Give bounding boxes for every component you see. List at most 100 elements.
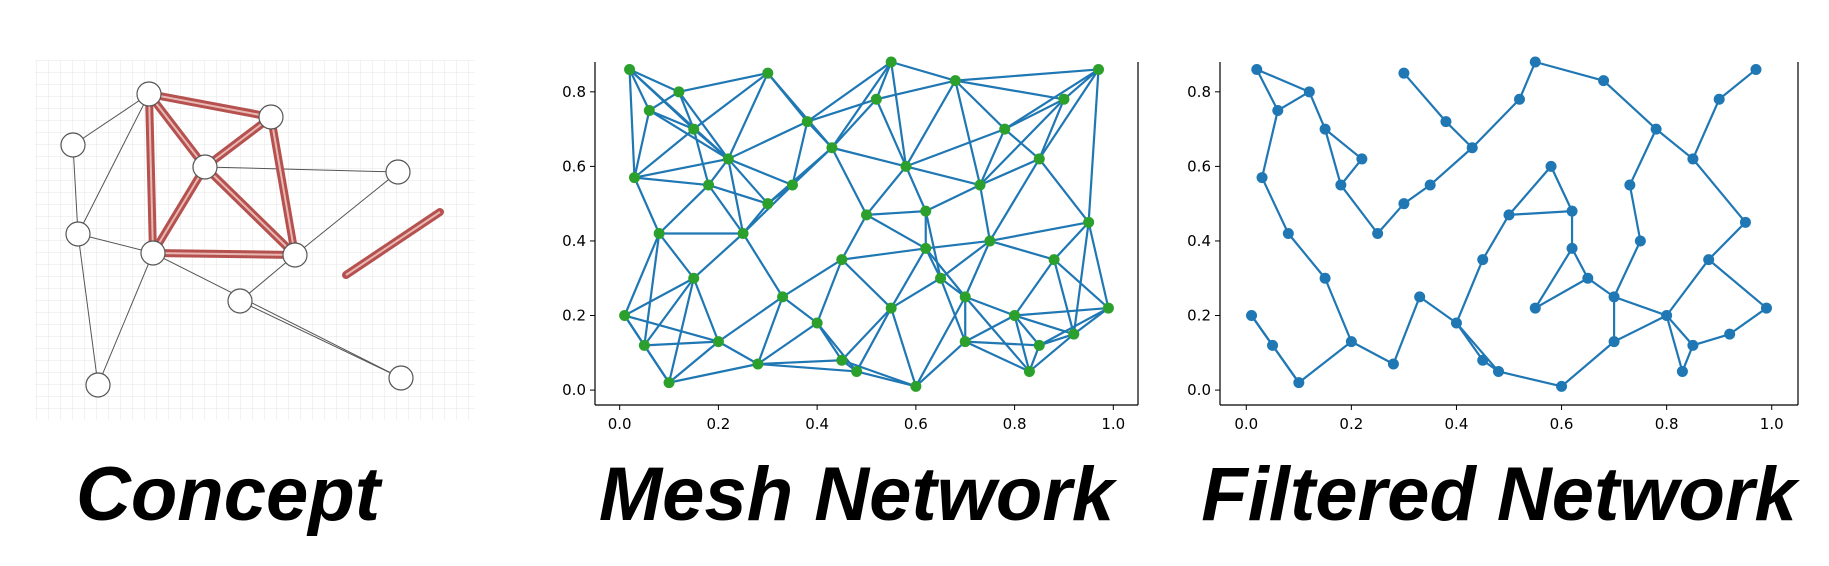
- edge: [1534, 60, 1604, 82]
- edge: [964, 340, 1030, 373]
- y-tick-label: 0.2: [562, 307, 586, 325]
- edge: [1324, 128, 1363, 160]
- edge: [866, 210, 926, 216]
- panel-title: Concept: [76, 452, 383, 537]
- node-point: [959, 291, 971, 303]
- edge: [1665, 315, 1684, 372]
- node-point: [643, 104, 655, 116]
- node-point: [1624, 179, 1636, 191]
- node-point: [1566, 205, 1578, 217]
- edge: [1038, 158, 1090, 223]
- edge: [1038, 68, 1100, 160]
- edge: [633, 110, 651, 178]
- edge: [1038, 307, 1109, 347]
- y-tick-label: 0.8: [1187, 83, 1211, 101]
- node-point: [1598, 75, 1610, 87]
- edge: [989, 221, 1089, 243]
- node-point: [1739, 216, 1751, 228]
- node-point: [1477, 354, 1489, 366]
- node-point: [1256, 172, 1268, 184]
- node-point: [1009, 310, 1021, 322]
- edge: [634, 157, 729, 179]
- edge: [964, 295, 1015, 317]
- nodes: [60, 81, 414, 398]
- edge: [954, 80, 982, 186]
- edge: [1053, 221, 1090, 261]
- edge: [876, 79, 956, 101]
- edge: [717, 340, 759, 365]
- node-point: [999, 123, 1011, 135]
- edge: [629, 68, 680, 93]
- node-point: [1750, 63, 1762, 75]
- edge: [806, 61, 892, 123]
- edge: [964, 240, 991, 298]
- edge: [623, 233, 661, 316]
- edge: [643, 233, 661, 346]
- node-point: [1102, 302, 1114, 314]
- edge: [841, 307, 892, 362]
- edges: [623, 60, 1110, 388]
- x-tick-label: 1.0: [1101, 415, 1125, 433]
- edge: [781, 296, 818, 324]
- edge: [648, 109, 695, 131]
- panel-title: Filtered Network: [1201, 452, 1800, 537]
- y-tick-label: 0.6: [1187, 157, 1211, 175]
- node-point: [624, 63, 636, 75]
- edge: [1665, 258, 1710, 317]
- edge: [1087, 222, 1110, 309]
- edge: [925, 239, 991, 250]
- edge: [831, 61, 893, 149]
- edge: [1628, 184, 1642, 242]
- edge: [633, 177, 661, 234]
- edge: [1063, 68, 1100, 101]
- edge: [1038, 98, 1065, 160]
- edge: [1350, 340, 1394, 365]
- edge: [890, 277, 942, 310]
- x-tick-label: 0.2: [706, 415, 730, 433]
- edge: [924, 210, 942, 279]
- edge: [717, 295, 784, 343]
- node-point: [1529, 302, 1541, 314]
- edge: [693, 128, 730, 160]
- edge: [1628, 128, 1658, 186]
- edge: [648, 90, 680, 112]
- node-point: [638, 339, 650, 351]
- edge: [964, 314, 1016, 343]
- network-plot: 0.0 0.2 0.4 0.6 0.8 1.0 0.0 0.2 0.4 0.6 0.8 Filtere…: [1187, 56, 1800, 537]
- edge: [1498, 370, 1562, 388]
- node-point: [752, 358, 764, 370]
- node-point: [1634, 235, 1646, 247]
- node-point: [619, 310, 631, 322]
- edge: [964, 296, 1031, 373]
- node-point: [1272, 104, 1284, 116]
- edge: [954, 79, 1006, 130]
- node-point: [1724, 328, 1736, 340]
- node-point: [1372, 228, 1384, 239]
- edge: [905, 128, 1006, 168]
- node-point: [851, 365, 863, 377]
- edge: [727, 158, 769, 205]
- edge: [668, 362, 759, 384]
- x-tick-label: 0.4: [805, 415, 829, 433]
- network-plot: 0.0 0.2 0.4 0.6 0.8 1.0 0.0 0.2 0.4 0.6 0.8 Mesh Ne…: [562, 56, 1139, 537]
- edge: [1298, 340, 1353, 384]
- edge: [1718, 68, 1757, 101]
- edge: [1014, 306, 1109, 317]
- node-point: [737, 228, 749, 239]
- edge: [988, 158, 1041, 242]
- edge: [648, 109, 729, 160]
- edge: [979, 98, 1065, 186]
- node-point: [653, 228, 665, 239]
- edge: [1655, 128, 1694, 160]
- edge: [865, 213, 927, 250]
- edge: [693, 72, 769, 130]
- edge: [890, 60, 956, 82]
- edge: [1261, 177, 1290, 234]
- edge: [1471, 98, 1521, 149]
- edge: [1508, 165, 1552, 216]
- node-point: [1387, 358, 1399, 370]
- node-point: [861, 209, 872, 221]
- edge: [1277, 90, 1310, 112]
